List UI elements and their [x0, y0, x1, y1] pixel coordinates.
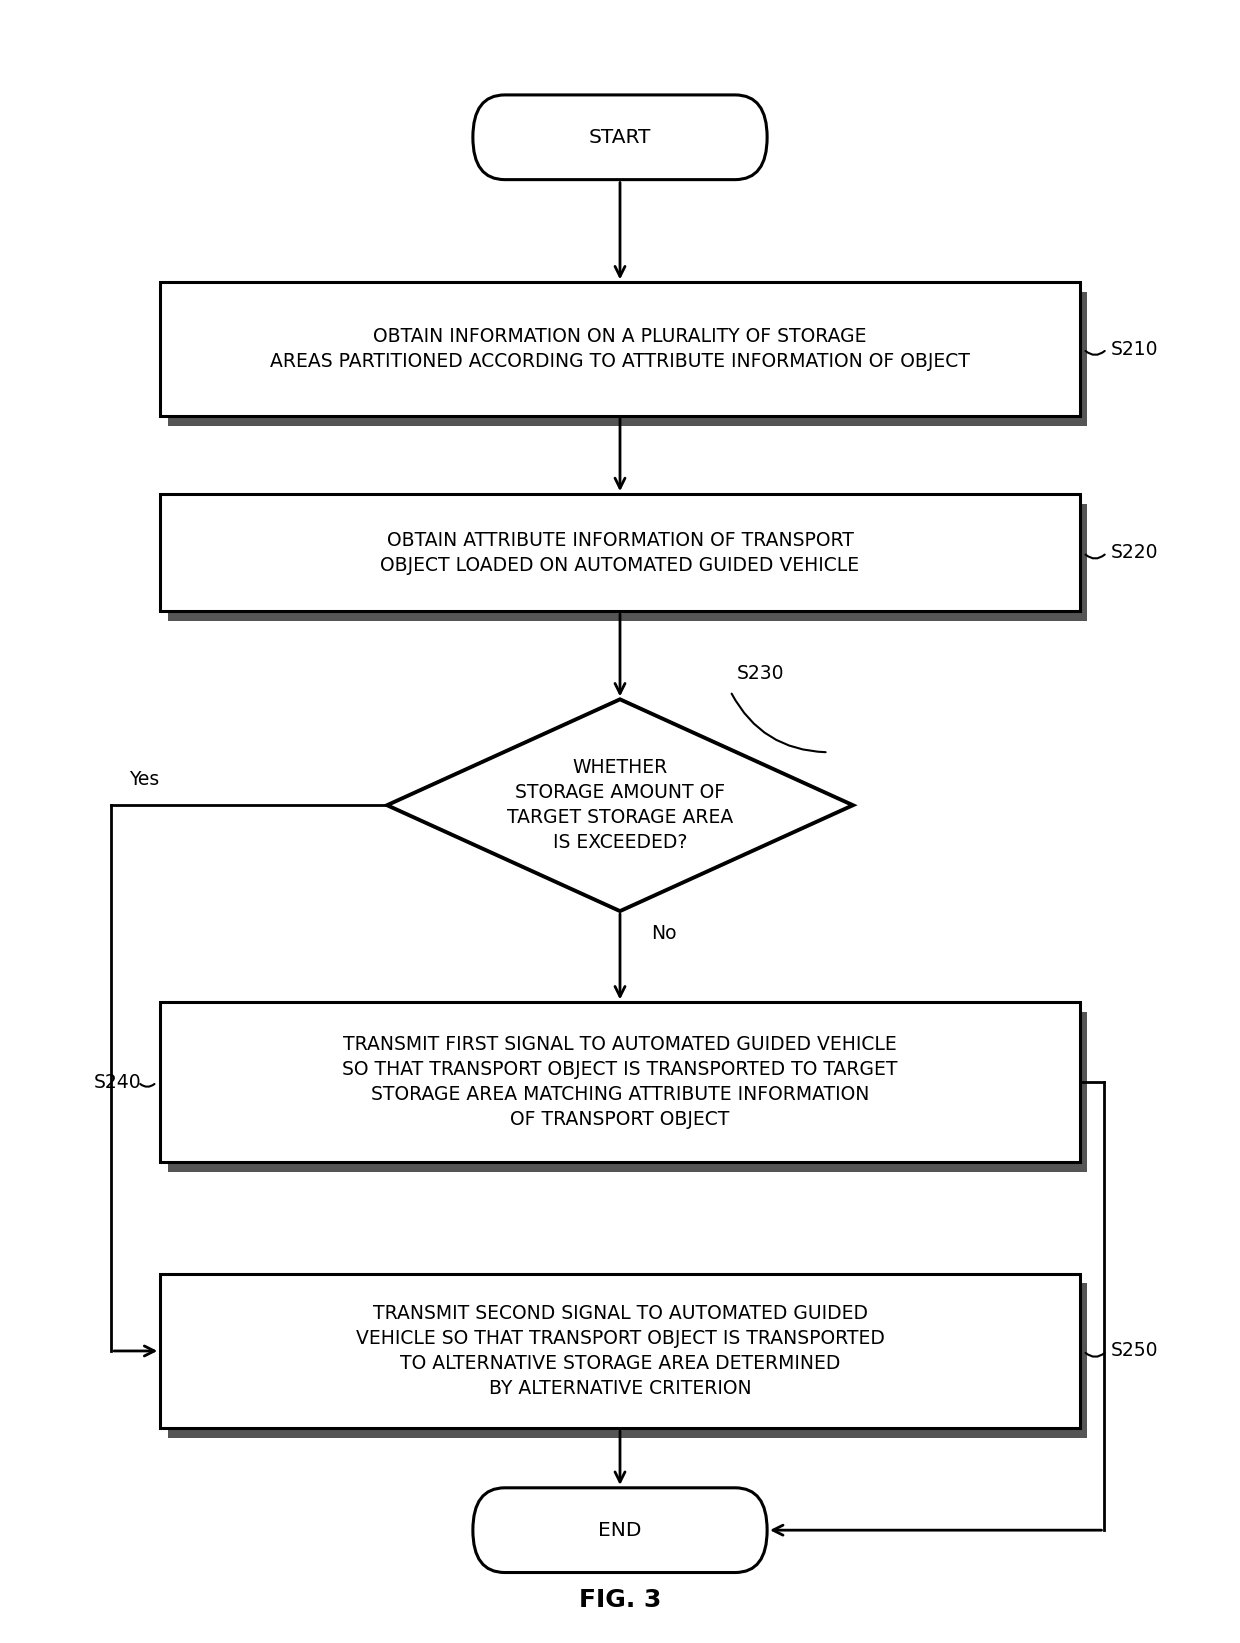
- Polygon shape: [387, 700, 853, 912]
- Text: No: No: [651, 923, 676, 943]
- FancyBboxPatch shape: [472, 1489, 768, 1572]
- Text: OBTAIN INFORMATION ON A PLURALITY OF STORAGE
AREAS PARTITIONED ACCORDING TO ATTR: OBTAIN INFORMATION ON A PLURALITY OF STO…: [270, 327, 970, 371]
- Text: END: END: [598, 1521, 642, 1539]
- FancyBboxPatch shape: [167, 1012, 1087, 1171]
- Text: OBTAIN ATTRIBUTE INFORMATION OF TRANSPORT
OBJECT LOADED ON AUTOMATED GUIDED VEHI: OBTAIN ATTRIBUTE INFORMATION OF TRANSPOR…: [381, 531, 859, 575]
- Text: WHETHER
STORAGE AMOUNT OF
TARGET STORAGE AREA
IS EXCEEDED?: WHETHER STORAGE AMOUNT OF TARGET STORAGE…: [507, 757, 733, 853]
- FancyBboxPatch shape: [160, 495, 1080, 611]
- Text: START: START: [589, 128, 651, 146]
- Text: FIG. 3: FIG. 3: [579, 1589, 661, 1612]
- FancyBboxPatch shape: [472, 95, 768, 179]
- FancyBboxPatch shape: [167, 292, 1087, 426]
- Text: S240: S240: [94, 1073, 141, 1091]
- Text: S210: S210: [1111, 340, 1158, 358]
- Text: TRANSMIT SECOND SIGNAL TO AUTOMATED GUIDED
VEHICLE SO THAT TRANSPORT OBJECT IS T: TRANSMIT SECOND SIGNAL TO AUTOMATED GUID…: [356, 1305, 884, 1398]
- Text: S220: S220: [1111, 544, 1158, 562]
- Text: Yes: Yes: [129, 771, 160, 789]
- FancyBboxPatch shape: [160, 283, 1080, 416]
- FancyBboxPatch shape: [167, 504, 1087, 621]
- FancyBboxPatch shape: [160, 1002, 1080, 1162]
- FancyBboxPatch shape: [167, 1283, 1087, 1438]
- Text: TRANSMIT FIRST SIGNAL TO AUTOMATED GUIDED VEHICLE
SO THAT TRANSPORT OBJECT IS TR: TRANSMIT FIRST SIGNAL TO AUTOMATED GUIDE…: [342, 1035, 898, 1129]
- Text: S230: S230: [737, 664, 784, 683]
- FancyBboxPatch shape: [160, 1273, 1080, 1428]
- Text: S250: S250: [1111, 1341, 1158, 1360]
